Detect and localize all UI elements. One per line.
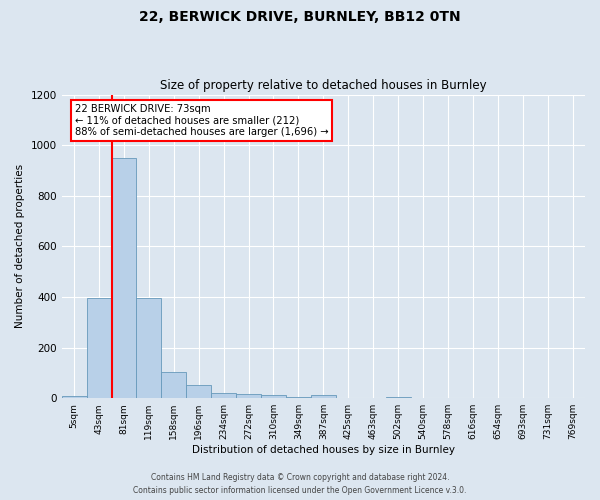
Bar xyxy=(86,298,112,398)
Bar xyxy=(236,394,261,398)
Bar xyxy=(136,298,161,398)
X-axis label: Distribution of detached houses by size in Burnley: Distribution of detached houses by size … xyxy=(192,445,455,455)
Bar xyxy=(161,372,186,398)
Bar xyxy=(211,392,236,398)
Bar xyxy=(386,397,410,398)
Bar xyxy=(311,395,336,398)
Bar xyxy=(62,396,86,398)
Bar xyxy=(261,395,286,398)
Text: 22, BERWICK DRIVE, BURNLEY, BB12 0TN: 22, BERWICK DRIVE, BURNLEY, BB12 0TN xyxy=(139,10,461,24)
Bar xyxy=(112,158,136,398)
Bar xyxy=(286,397,311,398)
Title: Size of property relative to detached houses in Burnley: Size of property relative to detached ho… xyxy=(160,79,487,92)
Y-axis label: Number of detached properties: Number of detached properties xyxy=(15,164,25,328)
Text: 22 BERWICK DRIVE: 73sqm
← 11% of detached houses are smaller (212)
88% of semi-d: 22 BERWICK DRIVE: 73sqm ← 11% of detache… xyxy=(75,104,328,137)
Text: Contains HM Land Registry data © Crown copyright and database right 2024.
Contai: Contains HM Land Registry data © Crown c… xyxy=(133,474,467,495)
Bar xyxy=(186,385,211,398)
